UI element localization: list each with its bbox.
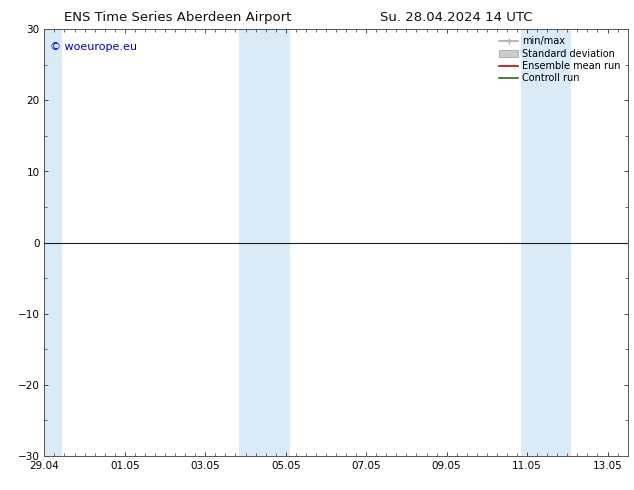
Text: © woeurope.eu: © woeurope.eu	[50, 42, 137, 52]
Legend: min/max, Standard deviation, Ensemble mean run, Controll run: min/max, Standard deviation, Ensemble me…	[497, 34, 623, 85]
Bar	[521, 29, 571, 456]
Bar	[41, 29, 63, 456]
Bar	[240, 29, 290, 456]
Text: ENS Time Series Aberdeen Airport: ENS Time Series Aberdeen Airport	[64, 11, 291, 24]
Text: Su. 28.04.2024 14 UTC: Su. 28.04.2024 14 UTC	[380, 11, 533, 24]
